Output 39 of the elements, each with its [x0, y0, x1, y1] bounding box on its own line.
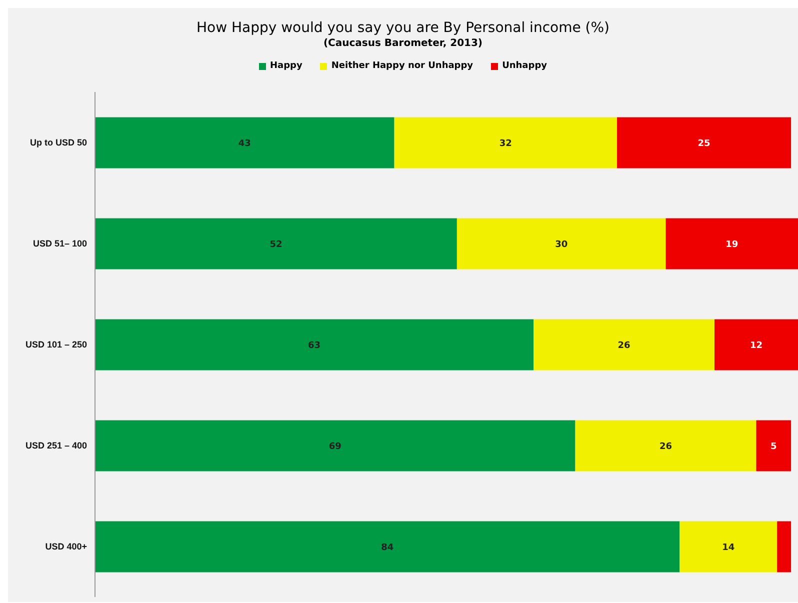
bar [777, 521, 792, 572]
data-label: 69 [328, 442, 342, 452]
bar [756, 420, 792, 472]
y-tick-label: USD 51– 100 [32, 238, 87, 249]
bar [666, 218, 798, 270]
data-label: 25 [698, 138, 710, 149]
y-tick-label: Up to USD 50 [30, 138, 87, 148]
bar [95, 218, 457, 270]
data-label: 26 [618, 340, 630, 351]
y-tick-label: USD 251 – 400 [25, 440, 87, 451]
data-label: 84 [381, 542, 394, 553]
chart-subtitle: (Caucasus Barometer, 2013) [322, 38, 484, 49]
data-label: 19 [726, 240, 738, 250]
bar [95, 420, 576, 472]
data-label: 26 [659, 442, 672, 452]
data-label: 43 [238, 138, 251, 149]
bar [95, 319, 534, 370]
bar [456, 218, 666, 270]
data-label: 63 [308, 340, 321, 351]
y-tick-label: USD 101 – 250 [25, 340, 87, 350]
data-label: 32 [499, 138, 512, 149]
data-label: 5 [770, 442, 777, 452]
bar [575, 420, 756, 472]
legend-label: Unhappy [501, 61, 548, 71]
bar [617, 117, 792, 168]
legend-label: Happy [268, 61, 302, 71]
bar [394, 117, 618, 168]
bar [714, 319, 798, 370]
bar [95, 117, 394, 168]
data-label: 52 [270, 240, 282, 250]
data-label: 12 [750, 340, 763, 351]
bar [95, 521, 680, 572]
chart-title: How Happy would you say you are By Personal income (%) [195, 19, 611, 36]
bar [534, 319, 714, 370]
bar [680, 521, 778, 572]
y-tick-label: USD 400+ [45, 542, 87, 552]
legend-label: Neither Happy nor Unhappy [330, 61, 474, 71]
data-label: 14 [722, 542, 735, 553]
data-label: 30 [555, 240, 568, 250]
